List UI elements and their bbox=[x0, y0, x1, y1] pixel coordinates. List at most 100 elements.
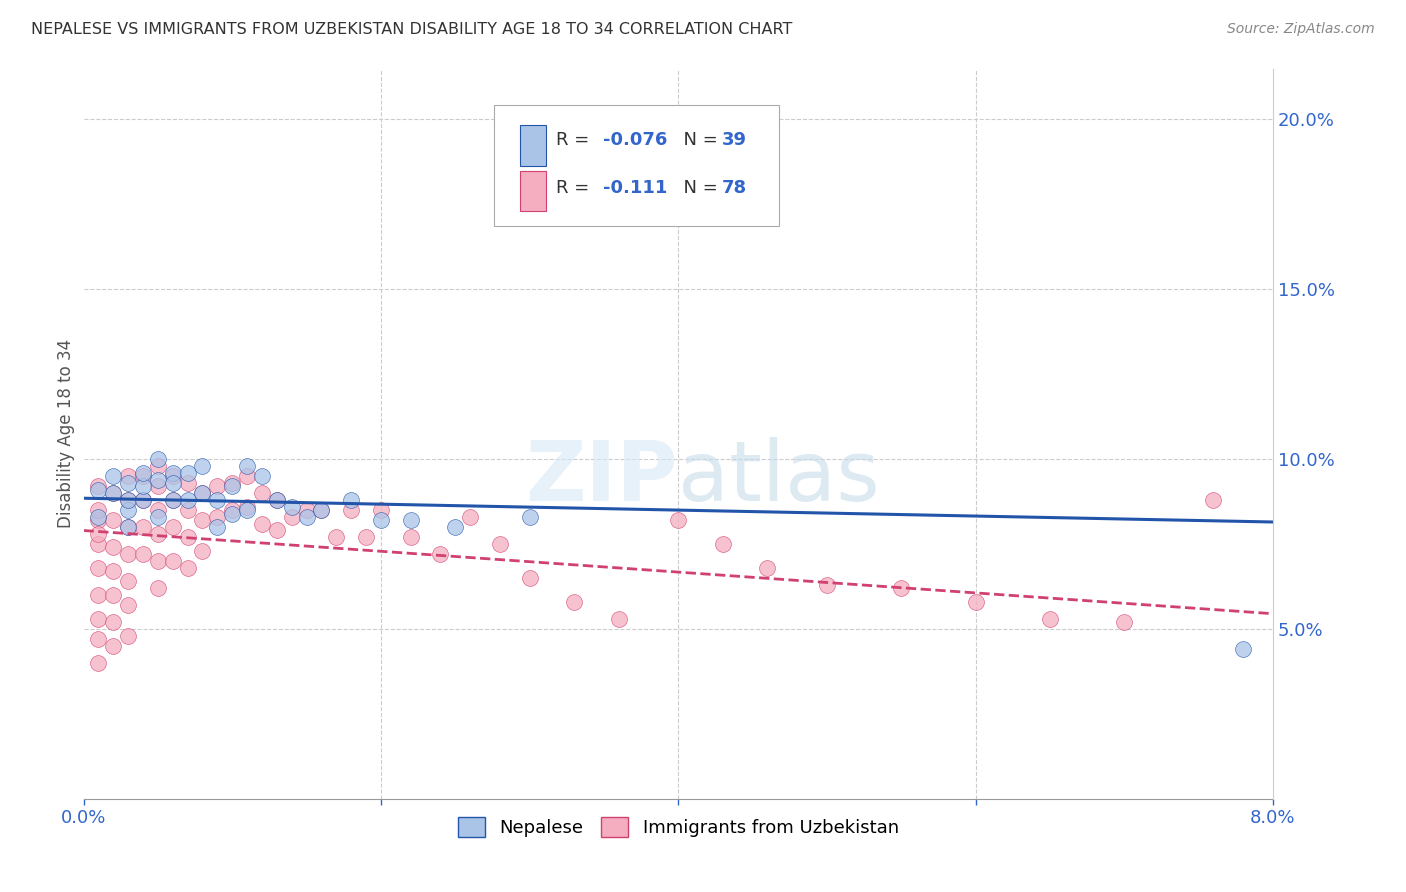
Point bbox=[176, 561, 198, 575]
Point bbox=[117, 547, 139, 561]
Point bbox=[162, 469, 184, 483]
Point bbox=[221, 479, 243, 493]
Point bbox=[176, 466, 198, 480]
Point bbox=[266, 492, 288, 507]
Point bbox=[162, 492, 184, 507]
Point bbox=[117, 492, 139, 507]
Point bbox=[117, 503, 139, 517]
Point bbox=[146, 509, 169, 524]
Point bbox=[117, 574, 139, 589]
Point bbox=[191, 486, 214, 500]
Point bbox=[162, 492, 184, 507]
Point bbox=[519, 509, 541, 524]
Point bbox=[207, 492, 229, 507]
Point bbox=[444, 520, 467, 534]
Point bbox=[519, 571, 541, 585]
Point bbox=[103, 615, 125, 630]
Point bbox=[176, 503, 198, 517]
Point bbox=[221, 475, 243, 490]
Point bbox=[87, 537, 110, 551]
Point bbox=[191, 486, 214, 500]
Y-axis label: Disability Age 18 to 34: Disability Age 18 to 34 bbox=[58, 339, 75, 528]
Point bbox=[250, 486, 273, 500]
Point bbox=[117, 598, 139, 612]
Point bbox=[236, 503, 259, 517]
Point bbox=[87, 561, 110, 575]
Point bbox=[250, 469, 273, 483]
Point bbox=[295, 509, 318, 524]
Point bbox=[103, 541, 125, 555]
Point bbox=[488, 537, 510, 551]
Point bbox=[87, 656, 110, 670]
Point bbox=[132, 466, 155, 480]
Point bbox=[1202, 492, 1225, 507]
Point bbox=[146, 503, 169, 517]
Text: N =: N = bbox=[672, 131, 724, 149]
Point bbox=[191, 544, 214, 558]
Point bbox=[146, 581, 169, 595]
Point bbox=[311, 503, 333, 517]
Point bbox=[1232, 642, 1254, 657]
Point bbox=[325, 530, 347, 544]
Point bbox=[162, 466, 184, 480]
Point bbox=[311, 503, 333, 517]
Point bbox=[458, 509, 481, 524]
Point bbox=[370, 503, 392, 517]
Point bbox=[221, 503, 243, 517]
FancyBboxPatch shape bbox=[494, 105, 779, 226]
Point bbox=[87, 483, 110, 497]
Point bbox=[236, 469, 259, 483]
Point bbox=[191, 458, 214, 473]
Point bbox=[221, 507, 243, 521]
Text: 78: 78 bbox=[723, 178, 748, 196]
Point bbox=[354, 530, 377, 544]
Point bbox=[965, 595, 987, 609]
Text: atlas: atlas bbox=[678, 437, 880, 518]
Point bbox=[103, 564, 125, 578]
Point bbox=[117, 520, 139, 534]
Point bbox=[280, 500, 302, 514]
Bar bbox=[520, 170, 546, 211]
Point bbox=[87, 513, 110, 527]
Text: Source: ZipAtlas.com: Source: ZipAtlas.com bbox=[1227, 22, 1375, 37]
Point bbox=[132, 479, 155, 493]
Point bbox=[87, 612, 110, 626]
Point bbox=[429, 547, 451, 561]
Point bbox=[132, 492, 155, 507]
Point bbox=[399, 530, 422, 544]
Point bbox=[132, 547, 155, 561]
Point bbox=[815, 578, 838, 592]
Text: N =: N = bbox=[672, 178, 724, 196]
Point bbox=[399, 513, 422, 527]
Point bbox=[87, 503, 110, 517]
Point bbox=[146, 554, 169, 568]
Text: NEPALESE VS IMMIGRANTS FROM UZBEKISTAN DISABILITY AGE 18 TO 34 CORRELATION CHART: NEPALESE VS IMMIGRANTS FROM UZBEKISTAN D… bbox=[31, 22, 793, 37]
Point bbox=[666, 513, 689, 527]
Point bbox=[103, 469, 125, 483]
Point bbox=[236, 458, 259, 473]
Point bbox=[711, 537, 734, 551]
Point bbox=[266, 524, 288, 538]
Point bbox=[1039, 612, 1062, 626]
Point bbox=[146, 473, 169, 487]
Point bbox=[207, 479, 229, 493]
Point bbox=[162, 554, 184, 568]
Point bbox=[146, 479, 169, 493]
Point bbox=[756, 561, 779, 575]
Point bbox=[890, 581, 912, 595]
Text: 39: 39 bbox=[723, 131, 747, 149]
Point bbox=[340, 503, 363, 517]
Point bbox=[117, 520, 139, 534]
Point bbox=[266, 492, 288, 507]
Point bbox=[176, 492, 198, 507]
Point bbox=[87, 527, 110, 541]
Point bbox=[280, 509, 302, 524]
Text: R =: R = bbox=[555, 131, 595, 149]
Point bbox=[117, 475, 139, 490]
Point bbox=[103, 588, 125, 602]
Point bbox=[103, 639, 125, 653]
Point bbox=[236, 500, 259, 514]
Point bbox=[1114, 615, 1136, 630]
Point bbox=[103, 513, 125, 527]
Point bbox=[146, 452, 169, 467]
